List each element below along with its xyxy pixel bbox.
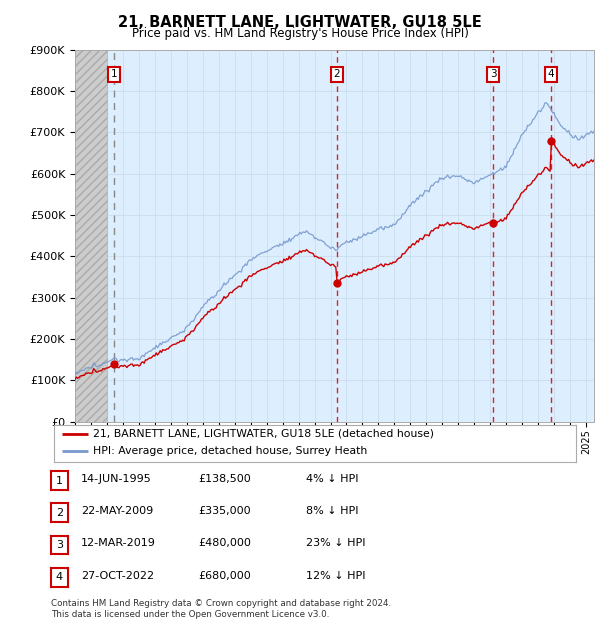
Text: 8% ↓ HPI: 8% ↓ HPI xyxy=(306,506,359,516)
Text: 21, BARNETT LANE, LIGHTWATER, GU18 5LE: 21, BARNETT LANE, LIGHTWATER, GU18 5LE xyxy=(118,15,482,30)
Text: Price paid vs. HM Land Registry's House Price Index (HPI): Price paid vs. HM Land Registry's House … xyxy=(131,27,469,40)
Text: £480,000: £480,000 xyxy=(198,538,251,549)
Text: 14-JUN-1995: 14-JUN-1995 xyxy=(81,474,152,484)
Text: 21, BARNETT LANE, LIGHTWATER, GU18 5LE (detached house): 21, BARNETT LANE, LIGHTWATER, GU18 5LE (… xyxy=(93,428,434,438)
Text: 27-OCT-2022: 27-OCT-2022 xyxy=(81,570,154,581)
Text: HPI: Average price, detached house, Surrey Heath: HPI: Average price, detached house, Surr… xyxy=(93,446,367,456)
Text: 23% ↓ HPI: 23% ↓ HPI xyxy=(306,538,365,549)
Text: 1: 1 xyxy=(56,476,63,485)
Text: 12-MAR-2019: 12-MAR-2019 xyxy=(81,538,156,549)
Text: Contains HM Land Registry data © Crown copyright and database right 2024.
This d: Contains HM Land Registry data © Crown c… xyxy=(51,600,391,619)
Text: £335,000: £335,000 xyxy=(198,506,251,516)
Text: 4: 4 xyxy=(548,69,554,79)
Text: £138,500: £138,500 xyxy=(198,474,251,484)
Text: 12% ↓ HPI: 12% ↓ HPI xyxy=(306,570,365,581)
Text: 22-MAY-2009: 22-MAY-2009 xyxy=(81,506,153,516)
Bar xyxy=(75,50,107,422)
Text: 4: 4 xyxy=(56,572,63,582)
Text: 4% ↓ HPI: 4% ↓ HPI xyxy=(306,474,359,484)
Text: 2: 2 xyxy=(56,508,63,518)
Text: 2: 2 xyxy=(334,69,340,79)
Text: 1: 1 xyxy=(111,69,118,79)
Text: £680,000: £680,000 xyxy=(198,570,251,581)
Text: 3: 3 xyxy=(56,540,63,550)
Text: 3: 3 xyxy=(490,69,497,79)
